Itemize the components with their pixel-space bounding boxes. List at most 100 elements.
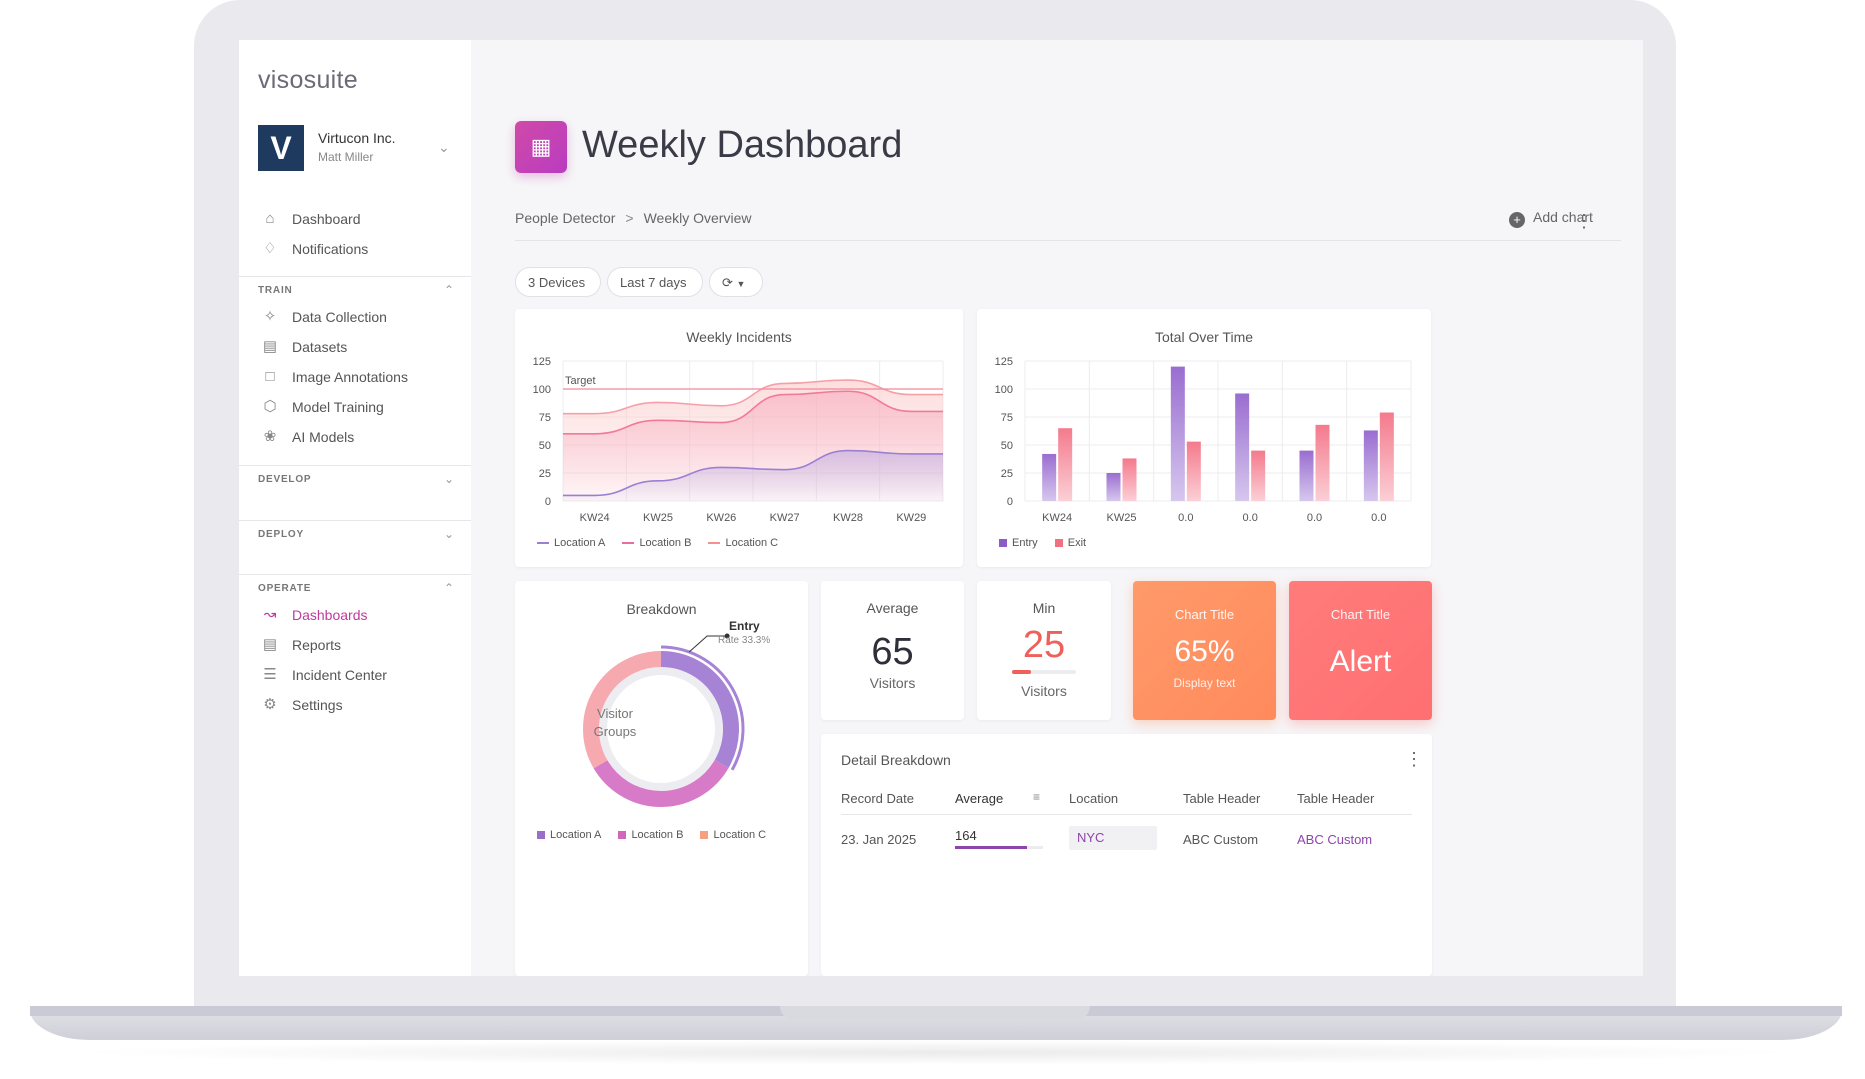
donut-slice [660,651,739,768]
sidebar-item-dashboards[interactable]: ↝ Dashboards [258,603,458,627]
chevron-down-icon[interactable]: ⌄ [444,472,455,486]
caret-down-icon: ▼ [736,279,746,289]
kpi-title: Chart Title [1174,607,1235,622]
breakdown-card: Breakdown Visitor Groups Entry Rate 33.3… [515,581,808,976]
kpi-card-alert[interactable]: Chart Title Alert [1289,581,1432,720]
sidebar-item-incident-center[interactable]: ☰ Incident Center [258,663,458,687]
donut-center-line: Visitor [597,706,633,721]
sidebar-item-dashboard[interactable]: ⌂ Dashboard [258,207,458,231]
org-switcher[interactable]: V Virtucon Inc. Matt Miller ⌄ [258,125,458,171]
chevron-down-icon: ⌄ [438,139,450,155]
table-title: Detail Breakdown [841,752,951,768]
sidebar-item-datasets[interactable]: ▤ Datasets [258,335,458,359]
chevron-up-icon[interactable]: ⌃ [444,581,455,595]
legend-item: Entry [999,537,1038,549]
range-filter[interactable]: Last 7 days ▼ [607,267,703,319]
sidebar-item-image-annotations[interactable]: □ Image Annotations [258,365,458,389]
section-develop[interactable]: DEVELOP [258,474,312,485]
sidebar: visosuite V Virtucon Inc. Matt Miller ⌄ … [239,40,471,976]
bar-entry [1042,453,1057,501]
series-line [563,379,943,415]
stat-unit: Visitors [869,675,916,691]
y-tick-label: 25 [1001,468,1013,480]
chevron-down-icon[interactable]: ⌄ [444,527,455,541]
donut-highlight-arc [660,645,745,771]
section-train[interactable]: TRAIN [258,285,293,296]
y-tick-label: 125 [533,356,551,368]
breadcrumb-item[interactable]: Weekly Overview [643,210,752,226]
bar-exit [1186,441,1201,501]
target-label: Target [565,375,596,387]
weekly-incidents-chart: 0 25 50 75 100 125 KW24 KW25 KW26 KW27 KW28 KW29 Tar… [533,356,944,524]
y-tick-label: 0 [1007,496,1013,508]
devices-filter[interactable]: 3 Devices ▼ [515,267,601,319]
add-chart-button[interactable]: + Add chart [1509,209,1593,228]
bar-exit [1251,450,1266,501]
table-cell-average: 164 [955,828,977,843]
donut-slice [593,759,729,807]
column-header[interactable]: Table Header [1297,791,1375,806]
chart-title: Breakdown [626,601,697,617]
divider [515,240,1621,241]
kpi-card-percentage[interactable]: Chart Title 65% Display text [1133,581,1276,720]
total-over-time-card: Total Over Time 0 25 50 75 100 125 KW24 KW25 0.0… [977,309,1431,567]
chart-title: Total Over Time [1154,329,1254,345]
series-line [563,390,943,435]
y-tick-label: 125 [995,356,1013,368]
annotation-dot [724,633,730,639]
column-header[interactable]: Location [1069,791,1119,806]
legend-item: Exit [1054,537,1086,549]
sidebar-item-model-training[interactable]: ⬡ Model Training [258,395,458,419]
sidebar-item-notifications[interactable]: ♢ Notifications [258,237,458,261]
column-header[interactable]: Average [955,791,1004,806]
sidebar-item-reports[interactable]: ▤ Reports [258,633,458,657]
section-deploy[interactable]: DEPLOY [258,529,304,540]
sort-icon[interactable]: ≡ [1033,790,1041,804]
document-icon: ▤ [262,636,278,653]
stat-unit: Visitors [1021,683,1067,699]
breadcrumb: People Detector > Weekly Overview [515,210,751,226]
page-title: Weekly Dashboard [582,124,903,166]
table-cell-date: 23. Jan 2025 [841,832,917,847]
location-chip[interactable]: NYC [1069,826,1157,850]
average-stat-card: Average 65 Visitors [821,581,964,720]
x-tick-label: KW24 [1042,512,1072,524]
total-over-time-chart: 0 25 50 75 100 125 KW24 KW25 0.0 0.0 0.0 0.0 [995,356,1412,524]
legend-item: Location B [618,829,683,841]
sidebar-item-ai-models[interactable]: ❀ AI Models [258,425,458,449]
app-screen: visosuite V Virtucon Inc. Matt Miller ⌄ … [239,40,1643,976]
add-chart-label: Add chart [1533,209,1593,225]
more-icon[interactable]: ⋮ [1405,749,1423,769]
y-tick-label: 50 [539,440,551,452]
column-header[interactable]: Record Date [841,791,914,806]
divider [239,520,471,521]
section-operate[interactable]: OPERATE [258,583,312,594]
donut-annotation-label: Entry [729,619,760,633]
y-tick-label: 75 [1001,412,1013,424]
refresh-button[interactable]: ⟳ ▼ [709,267,763,297]
average-bar-fill [955,846,1028,849]
sidebar-item-data-collection[interactable]: ✧ Data Collection [258,305,458,329]
org-logo: V [258,125,304,171]
chart-legend: Location A Location B Location C [537,829,780,841]
bar-entry [1106,473,1121,501]
bar-exit [1379,412,1394,501]
y-tick-label: 25 [539,468,551,480]
breakdown-donut-chart [583,633,745,807]
devices-filter-label: 3 Devices [528,275,586,290]
bar-entry [1170,366,1185,501]
bar-entry [1299,450,1314,501]
min-progress-track [1012,670,1076,674]
y-tick-label: 75 [539,412,551,424]
chevron-up-icon[interactable]: ⌃ [444,283,455,297]
table-cell-link[interactable]: ABC Custom [1297,832,1373,847]
x-tick-label: KW24 [580,512,610,524]
breadcrumb-item[interactable]: People Detector [515,210,616,226]
sidebar-item-label: Datasets [292,339,348,355]
legend-item: Location B [622,537,691,549]
sidebar-item-settings[interactable]: ⚙ Settings [258,693,458,717]
more-icon[interactable]: ⋮ [1575,211,1593,231]
x-tick-label: KW27 [770,512,800,524]
column-header[interactable]: Table Header [1183,791,1261,806]
donut-annotation-sub: Rate 33.3% [718,635,771,646]
